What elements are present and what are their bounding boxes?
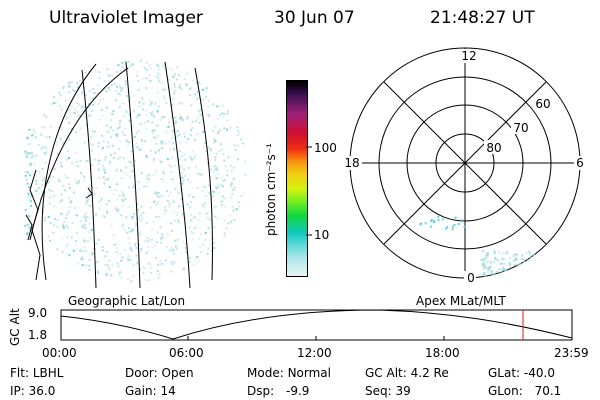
colorbar-tick-10: 10 — [314, 228, 330, 242]
timeline-axis-title: GC Alt — [8, 308, 22, 346]
time-label: 21:48:27 UT — [430, 8, 535, 28]
mlt-label-0: 0 — [467, 271, 475, 285]
timeline-xtick-4: 23:59 — [554, 346, 589, 360]
timeline-xtick-1: 06:00 — [169, 346, 204, 360]
mlt-label-12: 12 — [461, 49, 476, 63]
uv-edge-speckles — [24, 128, 34, 236]
app-title: Ultraviolet Imager — [49, 8, 203, 28]
colorbar-tick-100: 100 — [314, 141, 337, 155]
lat-label-70: 70 — [513, 121, 528, 135]
date-label: 30 Jun 07 — [274, 8, 355, 28]
timeline-xtick-0: 00:00 — [42, 346, 77, 360]
info-door: Door: Open — [125, 366, 194, 380]
polar-aurora-speckles — [419, 215, 535, 277]
info-gain: Gain: 14 — [125, 384, 176, 398]
timeline-xtick-3: 18:00 — [425, 346, 460, 360]
lat-label-60: 60 — [535, 97, 550, 111]
timeline-ytick-9: 9.0 — [28, 306, 48, 320]
info-glat: GLat: -40.0 — [488, 366, 555, 380]
timeline-ytick-1: 1.8 — [28, 328, 48, 342]
info-ip: IP: 36.0 — [10, 384, 56, 398]
mlt-label-18: 18 — [344, 156, 359, 170]
info-gcalt: GC Alt: 4.2 Re — [365, 366, 449, 380]
altitude-curve — [60, 309, 573, 340]
timeline-xtick-2: 12:00 — [297, 346, 332, 360]
info-seq: Seq: 39 — [365, 384, 411, 398]
colorbar — [286, 80, 308, 277]
info-dsp: Dsp: -9.9 — [247, 384, 310, 398]
timeline-plot — [60, 309, 573, 341]
polar-plot: 12 18 6 0 60 70 80 — [342, 47, 586, 285]
info-mode: Mode: Normal — [247, 366, 331, 380]
mlt-label-6: 6 — [576, 156, 584, 170]
info-flt: Flt: LBHL — [10, 366, 64, 380]
uv-emission-speckles — [24, 59, 247, 282]
geographic-image-panel — [24, 59, 247, 289]
info-glon: GLon: 70.1 — [488, 384, 562, 398]
colorbar-ticks — [306, 146, 312, 236]
timeline-xticks — [60, 336, 573, 340]
geographic-label: Geographic Lat/Lon — [68, 294, 186, 308]
polar-diag-2 — [383, 81, 547, 245]
apex-label: Apex MLat/MLT — [416, 294, 506, 308]
colorbar-units: photon cm⁻²s⁻¹ — [264, 143, 278, 236]
lat-label-80: 80 — [486, 141, 501, 155]
geographic-grid — [25, 61, 213, 289]
